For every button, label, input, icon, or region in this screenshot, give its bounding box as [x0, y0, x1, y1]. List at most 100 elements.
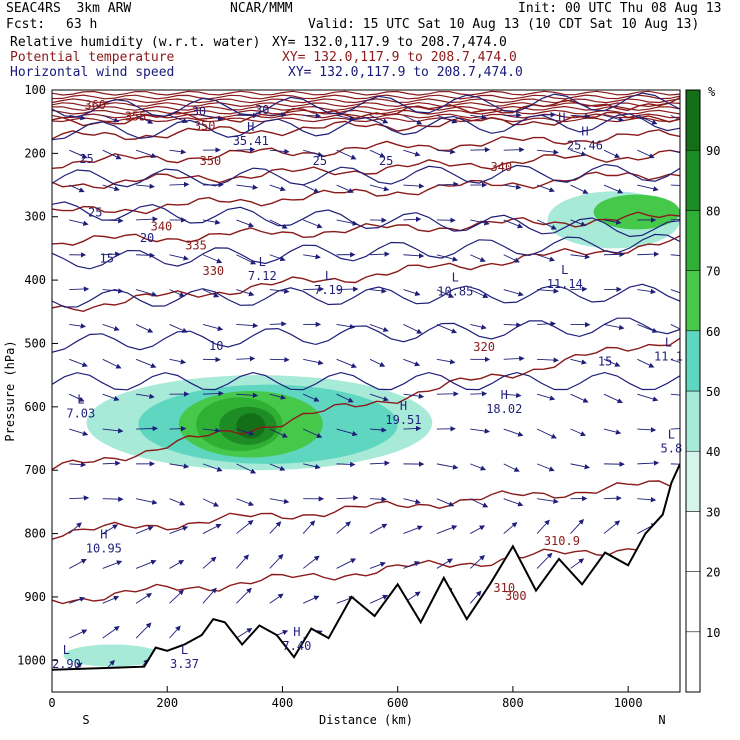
wind-vector [436, 254, 459, 262]
wind-vector [102, 524, 119, 534]
colorbar: 10 20 30 40 50 60 70 80 90% [685, 85, 720, 693]
wind-vector [369, 149, 386, 158]
wind-vector [303, 149, 324, 158]
wind-vector [303, 393, 320, 402]
colorbar-segment [685, 89, 701, 151]
wind-vector [236, 554, 249, 569]
wind-vector [69, 149, 88, 159]
x-tick-label: 200 [156, 696, 178, 710]
wind-vector [436, 148, 456, 155]
wind-vector [69, 114, 86, 121]
wind-vector [570, 184, 589, 194]
colorbar-label: 10 [706, 626, 720, 640]
wind-vector [369, 393, 389, 402]
wind-vector [135, 149, 157, 159]
extremum-marker: L [665, 336, 672, 350]
wind-vector [536, 519, 550, 534]
wind-vector [436, 463, 459, 470]
wind-vector [202, 324, 224, 331]
wind-vector [202, 427, 221, 434]
colorbar-label: 40 [706, 445, 720, 459]
wind-vector [603, 358, 621, 367]
wind-vectors [52, 92, 680, 674]
theta-contour-330 [52, 235, 680, 313]
wind-vector [236, 498, 255, 507]
wind-vector [169, 114, 189, 124]
wind-vector [537, 357, 559, 363]
colorbar-label: 30 [706, 505, 720, 519]
wind-vector [670, 393, 680, 396]
wind-vector [436, 324, 458, 334]
extremum-marker: L [181, 643, 188, 657]
wind-vector [169, 181, 190, 188]
wind-vector [570, 428, 587, 437]
colorbar-unit: % [708, 85, 716, 99]
y-tick-label: 400 [24, 273, 46, 287]
wind-vector [169, 559, 185, 569]
wind-vector [169, 324, 188, 333]
wind-vector [436, 525, 458, 534]
wind-vector [135, 593, 152, 604]
extremum-marker: H [581, 125, 588, 139]
wind-vector [503, 522, 518, 534]
wind-vector [102, 251, 121, 257]
axes: 100 200 300 400 500 600 700 800 900 1000 0 200 400 60… [3, 83, 666, 727]
extremum-value: 2.90 [52, 657, 81, 671]
wind-vector [236, 628, 253, 639]
extremum-marker: L [63, 643, 70, 657]
colorbar-label: 60 [706, 325, 720, 339]
extremum-marker: L [668, 428, 675, 442]
wind-vector [303, 286, 325, 292]
wind-vector [69, 495, 90, 501]
extremum-value: 3.37 [170, 657, 199, 671]
wind-vector [236, 219, 255, 228]
wind-vector [169, 149, 187, 155]
y-tick-label: 700 [24, 463, 46, 477]
wind-vector [102, 114, 120, 123]
wind-vector [637, 497, 657, 503]
theta-contour-upper-4 [52, 105, 680, 111]
wind-vector [169, 625, 181, 639]
extremum-value: 7.12 [248, 269, 277, 283]
wind-vector [536, 254, 556, 262]
extremum-value: 18.02 [486, 402, 522, 416]
wind-vector [269, 254, 286, 262]
wind-vector [269, 553, 284, 569]
wind-vector [269, 428, 288, 438]
wind-vector [135, 324, 154, 333]
wind-vector [202, 556, 217, 569]
wind-vector [436, 289, 454, 298]
wind-vector [470, 147, 491, 153]
wind-vector [503, 147, 525, 153]
wind-vector [269, 184, 286, 192]
theta-contour-upper-0 [52, 90, 680, 96]
wind-vector [470, 254, 486, 262]
wind-vector [336, 149, 357, 160]
wind-vector [236, 392, 259, 398]
wind-contour-7 [52, 371, 680, 391]
wind-vector [169, 589, 184, 604]
colorbar-segment [685, 631, 701, 693]
wind-vector [603, 149, 621, 158]
wind-vector [403, 289, 421, 296]
wind-vector [403, 358, 421, 367]
colorbar-label: 70 [706, 265, 720, 279]
x-tick-label: 800 [502, 696, 524, 710]
y-axis-label: Pressure (hPa) [3, 340, 17, 441]
wind-vector [302, 555, 320, 569]
wind-label: 30 [192, 104, 206, 118]
wind-vector [403, 498, 421, 505]
extremum-marker: H [501, 388, 508, 402]
y-tick-label: 900 [24, 590, 46, 604]
wind-vector [536, 393, 556, 401]
wind-vector [503, 219, 524, 229]
wind-vector [369, 427, 387, 433]
extremum-value: 11.14 [547, 277, 583, 291]
extremum-marker: H [100, 528, 107, 542]
wind-vector [670, 428, 680, 430]
wind-vector [69, 558, 87, 569]
colorbar-label: 90 [706, 144, 720, 158]
colorbar-segment [685, 330, 701, 392]
wind-vector [69, 629, 88, 639]
wind-vector [570, 358, 587, 365]
